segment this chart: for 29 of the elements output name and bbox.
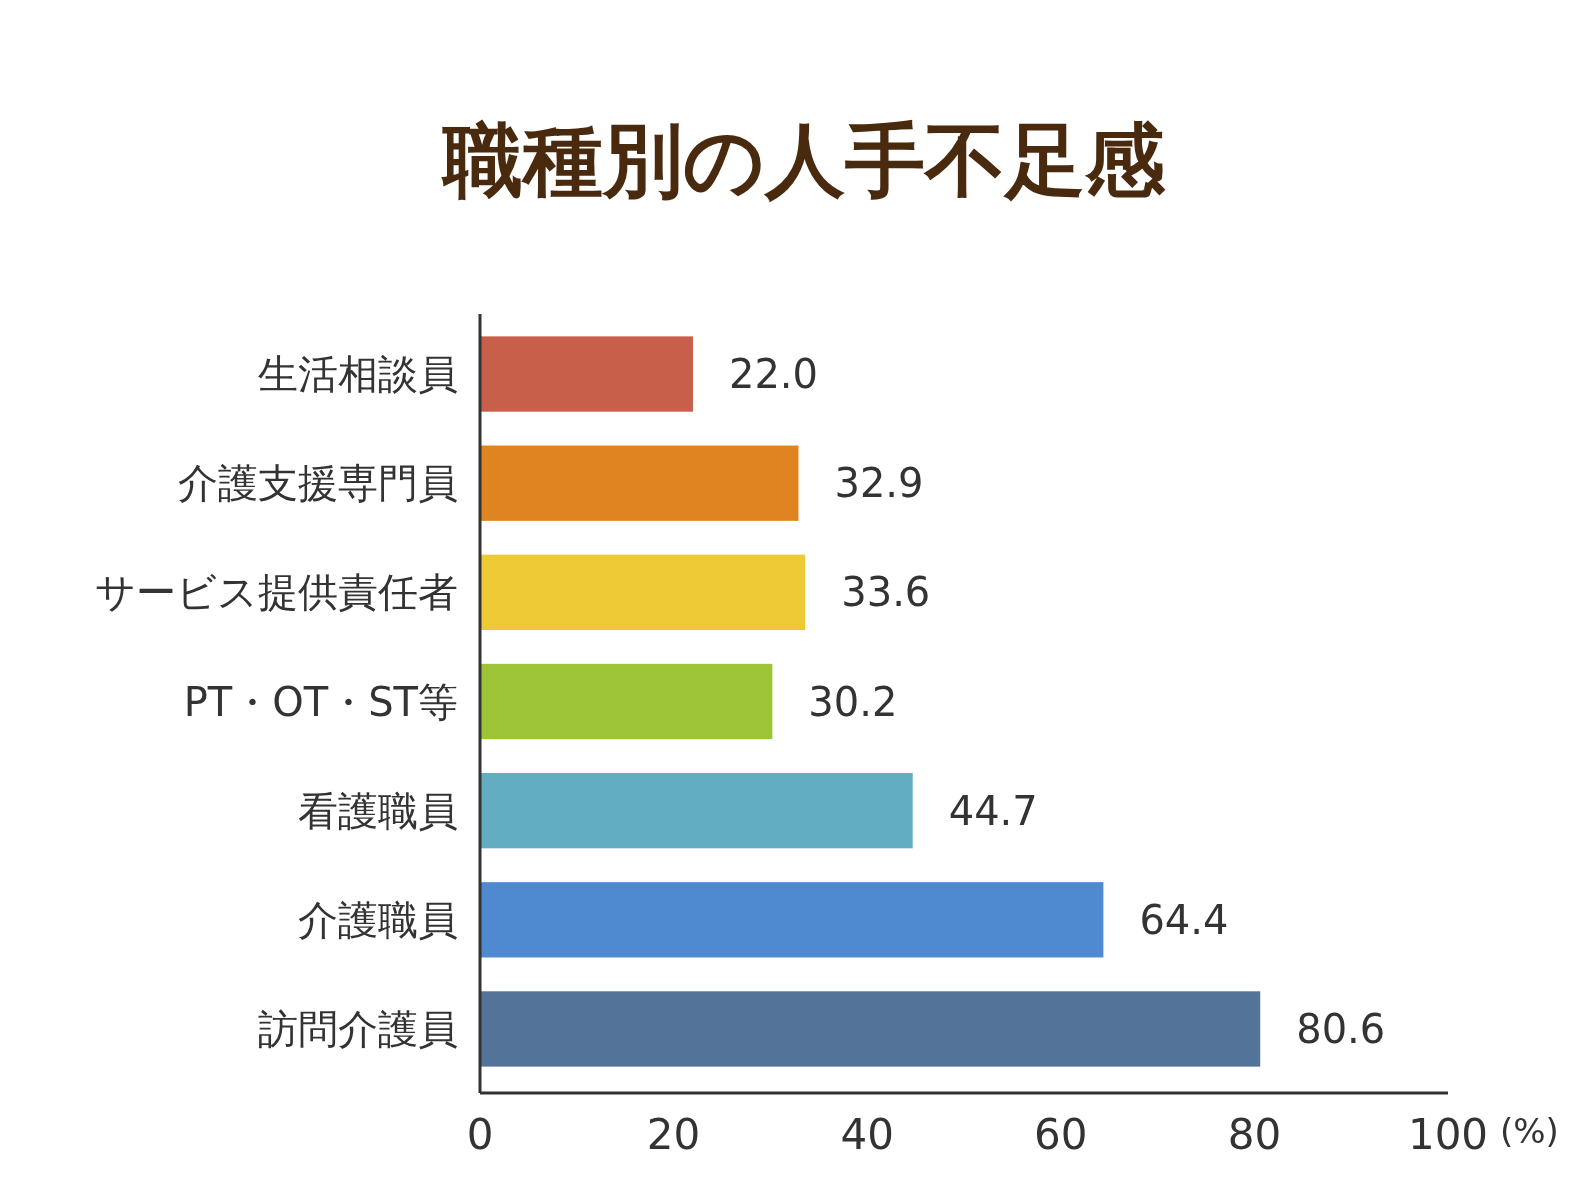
bar (480, 554, 806, 630)
y-tick-label: 訪問介護員 (258, 1005, 458, 1052)
bar (480, 663, 773, 740)
data-label: 33.6 (841, 569, 931, 616)
data-label: 22.0 (728, 351, 819, 398)
x-tick-label: 0 (466, 1110, 494, 1159)
data-label: 32.9 (834, 460, 924, 507)
y-tick-label: 介護支援専門員 (178, 460, 458, 507)
y-tick-label: サービス提供責任者 (95, 569, 458, 616)
data-label: 30.2 (808, 678, 898, 725)
bar (480, 882, 1104, 958)
x-tick-label: 40 (840, 1110, 894, 1159)
data-label: 80.6 (1296, 1005, 1386, 1052)
data-label: 44.7 (948, 787, 1038, 834)
y-tick-label: 生活相談員 (258, 351, 458, 398)
x-tick-label: 20 (646, 1110, 701, 1159)
x-tick-label: 100 (1407, 1110, 1489, 1159)
chart-title: 職種別の人手不足感 (441, 114, 1166, 207)
x-axis-title: (%) (1500, 1111, 1559, 1151)
y-tick-label: 看護職員 (298, 787, 458, 834)
y-tick-label: PT・OT・ST等 (183, 678, 458, 725)
y-tick-label: 介護職員 (298, 896, 458, 943)
bar (480, 336, 693, 412)
bar (480, 991, 1261, 1067)
x-tick-label: 80 (1227, 1110, 1282, 1159)
x-tick-label: 60 (1034, 1110, 1088, 1159)
bar (480, 773, 913, 849)
bar (480, 445, 799, 521)
data-label: 64.4 (1139, 896, 1229, 943)
